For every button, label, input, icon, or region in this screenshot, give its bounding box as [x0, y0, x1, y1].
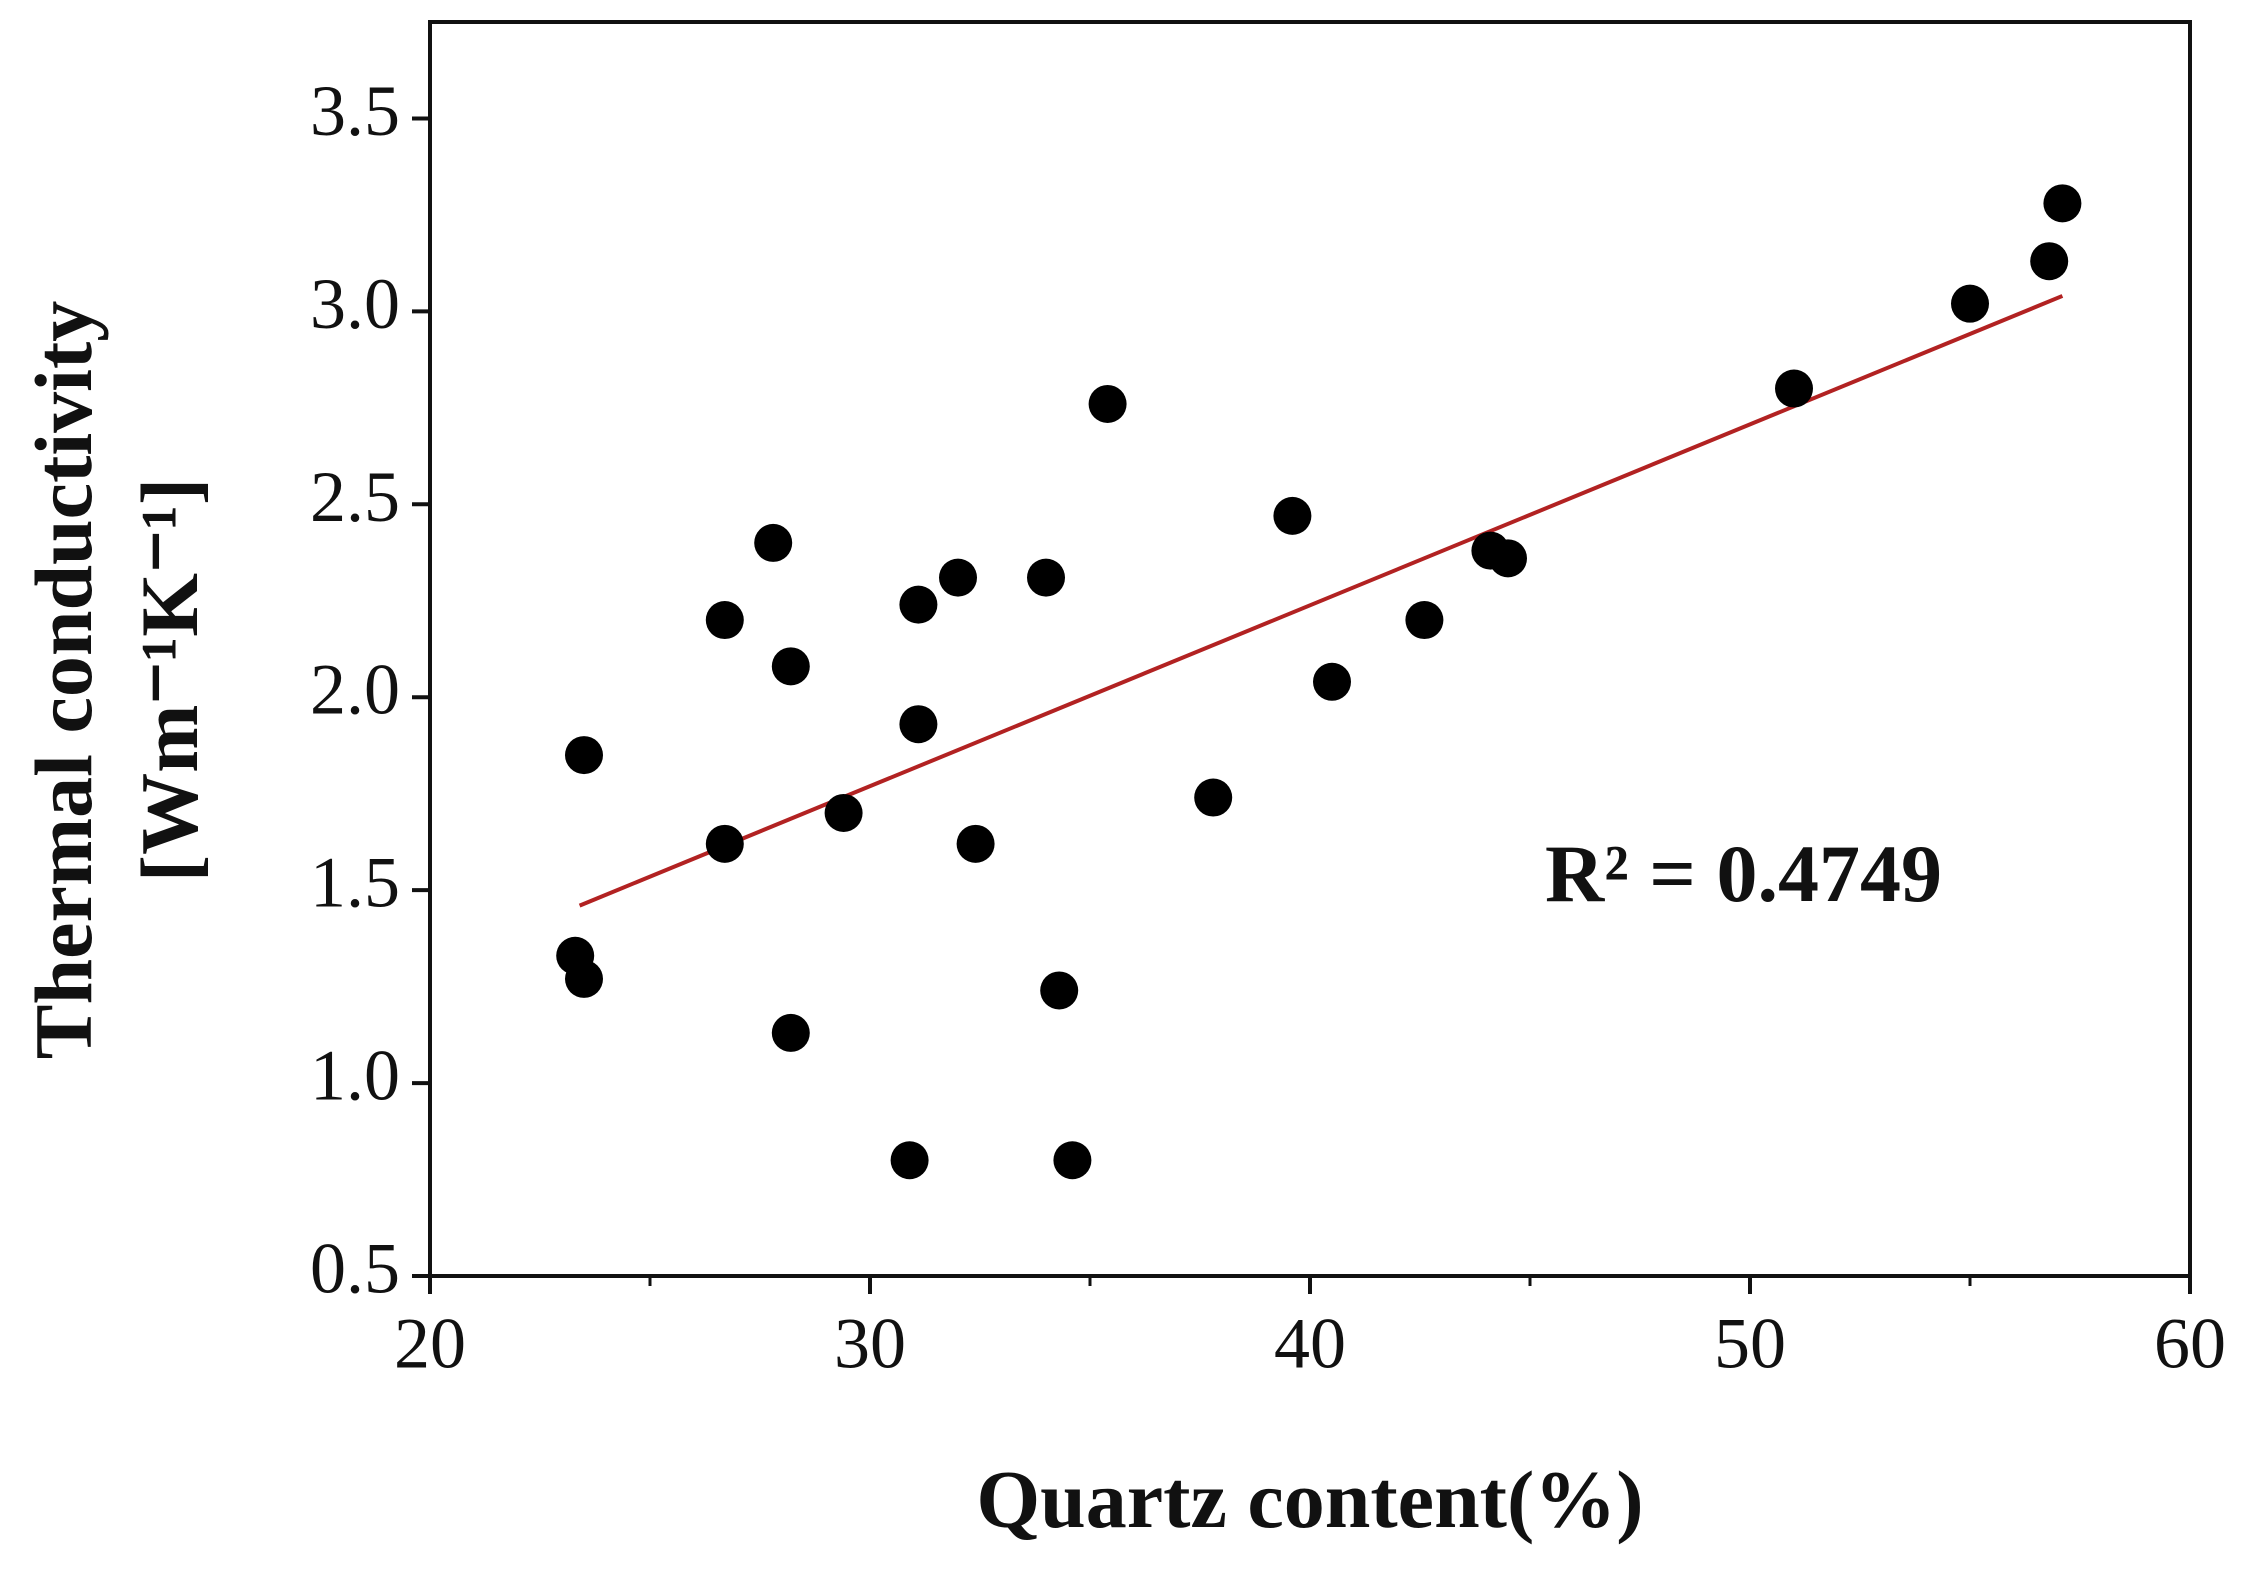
data-point	[2030, 242, 2069, 281]
data-point	[565, 736, 603, 775]
y-tick-label: 1.0	[310, 1036, 400, 1116]
y-tick-label: 3.0	[310, 264, 400, 344]
data-point	[771, 1013, 810, 1052]
y-axis-label: Thermal conductivity	[18, 301, 109, 1059]
data-point	[890, 1141, 929, 1180]
plot-frame	[428, 20, 2192, 1278]
data-point	[1027, 558, 1065, 597]
y-tick-label: 2.0	[310, 650, 400, 730]
data-point	[1313, 662, 1351, 701]
trend-line	[578, 294, 2064, 908]
y-tick-label: 0.5	[310, 1229, 400, 1309]
x-tick-label: 60	[2154, 1304, 2226, 1384]
data-point	[939, 558, 977, 597]
y-tick-label: 1.5	[310, 843, 400, 923]
data-point	[1194, 778, 1233, 817]
data-point	[899, 705, 938, 744]
data-point	[754, 523, 793, 562]
data-point	[2043, 184, 2082, 223]
data-point	[824, 793, 863, 832]
x-tick-label: 20	[394, 1304, 466, 1384]
x-tick-label: 30	[834, 1304, 906, 1384]
data-point	[1040, 971, 1079, 1010]
data-point	[705, 824, 744, 863]
annotation: R² = 0.4749	[1545, 828, 1942, 919]
data-point	[565, 959, 603, 998]
data-point	[1775, 369, 1813, 408]
y-tick-label: 3.5	[310, 71, 400, 151]
y-tick-label: 2.5	[310, 457, 400, 537]
data-point	[771, 647, 810, 686]
data-point	[1088, 384, 1127, 423]
data-point	[705, 601, 744, 640]
x-tick-label: 40	[1274, 1304, 1346, 1384]
data-point	[1405, 601, 1444, 640]
data-point	[1053, 1141, 1092, 1180]
x-tick-label: 50	[1714, 1304, 1786, 1384]
y-axis-label: [Wm⁻¹K⁻¹]	[124, 478, 215, 882]
data-point	[1951, 284, 1989, 323]
data-point	[956, 824, 995, 863]
x-axis-label: Quartz content(%)	[976, 1454, 1643, 1545]
data-point	[899, 585, 938, 624]
data-point	[1273, 496, 1312, 535]
data-point	[1489, 539, 1527, 578]
